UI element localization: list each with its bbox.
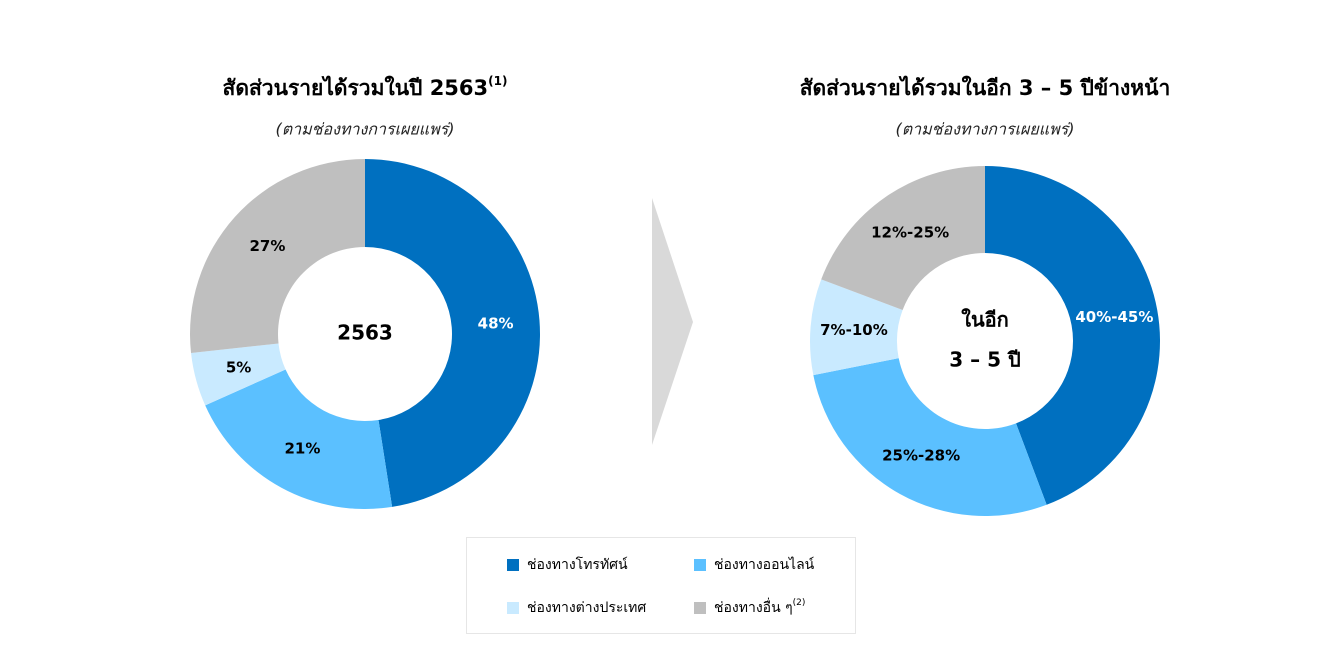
center-label: 3 – 5 ปี — [949, 348, 1020, 372]
value-label: 48% — [478, 314, 514, 332]
legend-name: ช่องทางออนไลน์ — [714, 556, 815, 573]
legend-label: ช่องทางอื่น ๆ(2) — [714, 598, 805, 617]
legend-label: ช่องทางต่างประเทศ — [527, 600, 646, 616]
donut-slice — [190, 159, 365, 354]
value-label: 5% — [226, 359, 251, 377]
value-label: 27% — [250, 237, 286, 255]
title-text: สัดส่วนรายได้รวมในปี 2563 — [223, 75, 489, 100]
title-note: (1) — [488, 74, 507, 88]
chart-title: สัดส่วนรายได้รวมในปี 2563(1) — [223, 74, 508, 101]
legend-label: ช่องทางโทรทัศน์ — [527, 556, 628, 573]
legend-note: (2) — [793, 598, 806, 608]
value-label: 12%-25% — [871, 223, 949, 241]
legend-label: ช่องทางออนไลน์ — [714, 556, 815, 573]
chart-subtitle: (ตามช่องทางการเผยแพร่) — [276, 120, 455, 139]
chart-title: สัดส่วนรายได้รวมในอีก 3 – 5 ปีข้างหน้า — [800, 75, 1171, 100]
legend-name: ช่องทางต่างประเทศ — [527, 600, 646, 616]
legend-name: ช่องทางโทรทัศน์ — [527, 556, 628, 573]
chart-subtitle: (ตามช่องทางการเผยแพร่) — [896, 120, 1075, 139]
donut-slice — [365, 159, 540, 507]
legend-swatch — [507, 602, 519, 614]
donut-slice — [813, 358, 1047, 516]
value-label: 40%-45% — [1075, 308, 1153, 326]
value-label: 21% — [285, 440, 321, 458]
legend-swatch — [694, 602, 706, 614]
legend-box — [466, 537, 856, 634]
value-label: 25%-28% — [882, 446, 960, 464]
value-label: 7%-10% — [820, 321, 888, 339]
donut-slice — [205, 369, 393, 509]
legend-swatch — [694, 559, 706, 571]
donut-slice — [821, 166, 985, 311]
center-label: ในอีก — [961, 308, 1009, 332]
donut-slice — [191, 343, 286, 406]
center-label: 2563 — [337, 321, 393, 345]
donut-slice — [810, 279, 903, 376]
donut-slice — [985, 166, 1160, 505]
title-text: สัดส่วนรายได้รวมในอีก 3 – 5 ปีข้างหน้า — [800, 75, 1171, 100]
arrow — [652, 198, 693, 445]
legend-name: ช่องทางอื่น ๆ — [714, 598, 793, 616]
legend-swatch — [507, 559, 519, 571]
